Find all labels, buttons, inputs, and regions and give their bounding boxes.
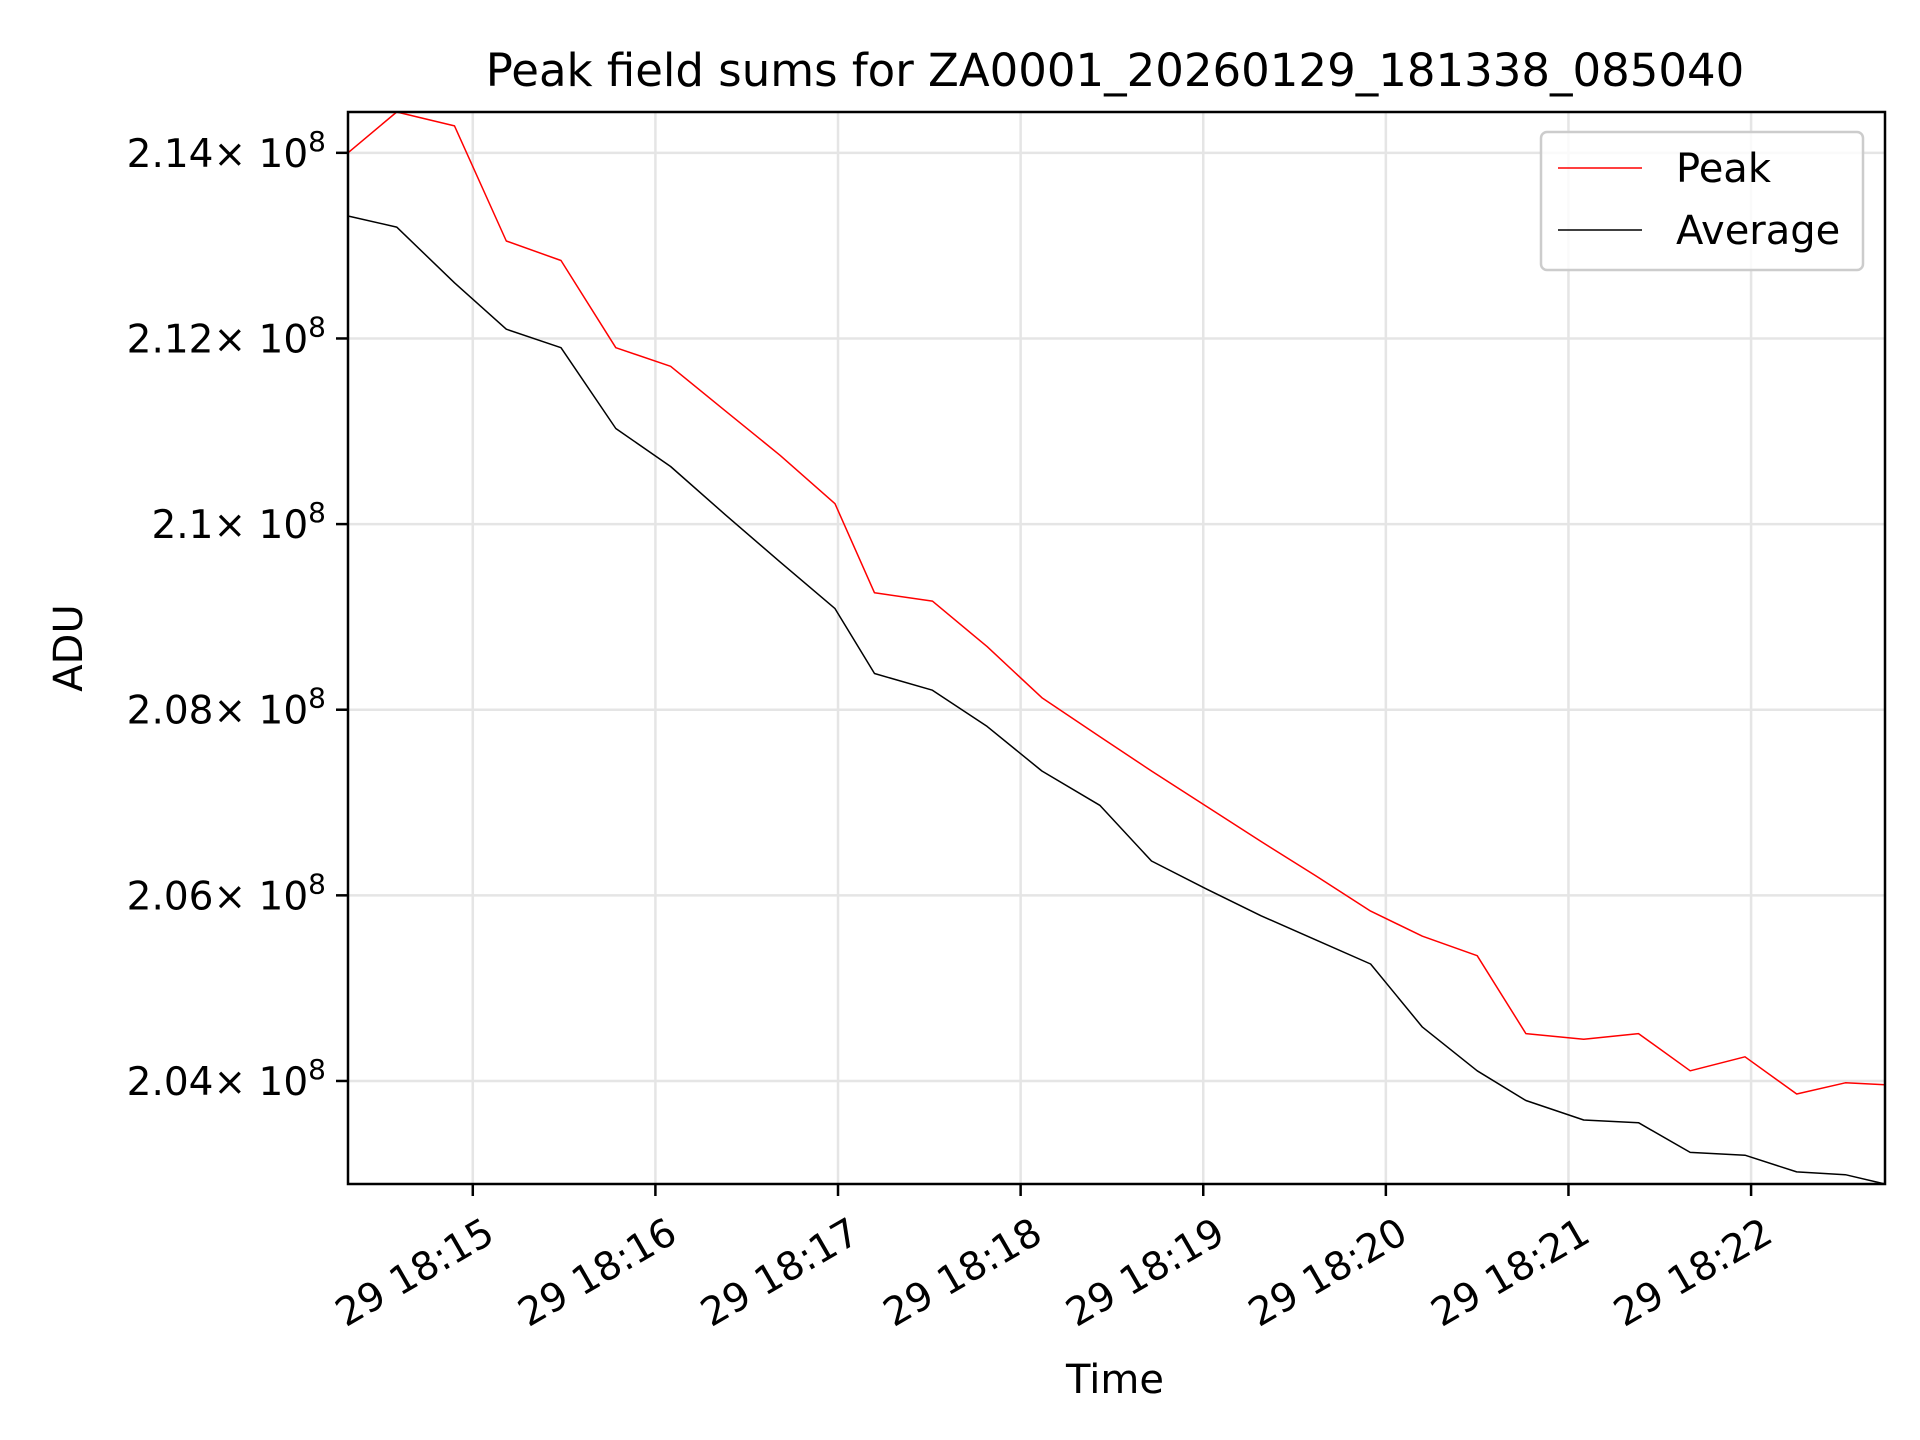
y-tick-label: 2.04× 108 [127,1053,326,1105]
y-tick-exponent: 8 [308,867,326,900]
y-tick-label: 2.08× 108 [127,682,326,734]
y-tick-mantissa: 2.12 [127,317,214,362]
y-tick-exponent: 8 [308,496,326,529]
y-tick-label: 2.14× 108 [127,125,326,177]
y-tick-mantissa: 2.06 [127,874,214,919]
y-tick-exponent: 8 [308,1053,326,1086]
plot-frame [346,110,1887,1186]
y-tick-base: × 10 [213,317,308,362]
series-layer [347,111,1886,1185]
y-tick-exponent: 8 [308,125,326,158]
legend-peak-label: Peak [1676,146,1772,192]
y-tick-mantissa: 2.08 [127,689,214,734]
y-tick-label: 2.12× 108 [127,310,326,362]
y-tick-mantissa: 2.04 [127,1060,214,1105]
y-tick-base: × 10 [213,874,308,919]
series-line-peak [347,111,1886,1095]
y-tick-label: 2.1× 108 [151,496,326,548]
grid [348,112,1885,1184]
x-axis-label: Time [1065,1357,1164,1403]
y-tick-mantissa: 2.14 [127,132,214,177]
y-tick-base: × 10 [213,503,308,548]
y-tick-exponent: 8 [308,310,326,343]
series-line-average [347,215,1886,1185]
y-tick-exponent: 8 [308,682,326,715]
legend: Peak Average [1539,130,1865,272]
legend-box [1539,130,1865,272]
y-tick-base: × 10 [213,1060,308,1105]
chart-title: Peak field sums for ZA0001_20260129_1813… [486,44,1745,97]
y-tick-label: 2.06× 108 [127,867,326,919]
y-axis-label: ADU [46,604,92,691]
y-tick-base: × 10 [213,689,308,734]
legend-average-label: Average [1676,208,1840,254]
y-tick-base: × 10 [213,132,308,177]
y-tick-mantissa: 2.1 [151,503,213,548]
